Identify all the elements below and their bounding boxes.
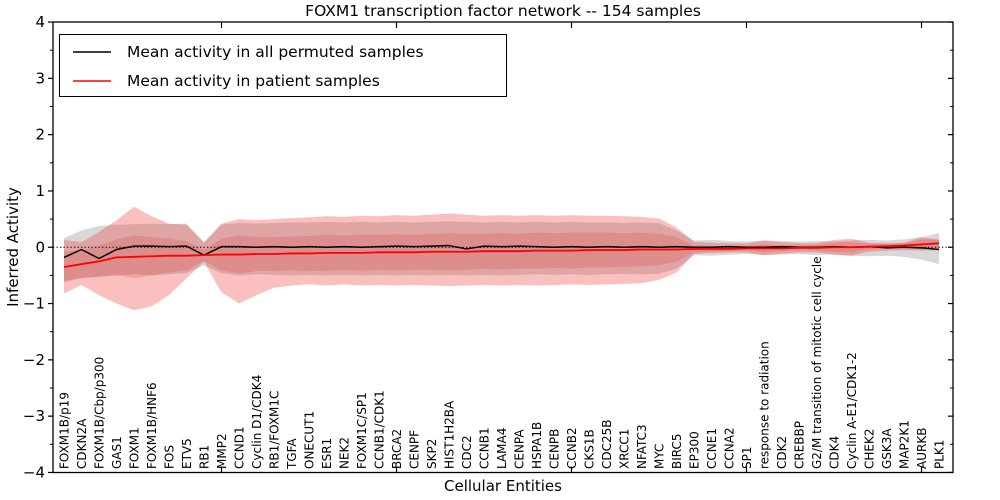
x-tick-label: CENPF [408,430,422,469]
x-tick-label: CDK4 [828,436,842,469]
y-tick-label: −4 [23,463,45,481]
x-tick-label: CDC25B [600,420,614,470]
x-tick-label: TGFA [285,438,299,470]
x-tick-label: ETV5 [180,438,194,469]
x-tick-label: RB1 [198,445,212,469]
x-tick-label: CKS1B [583,429,597,469]
band-patient-samples-inner [64,232,939,283]
y-tick-label: 0 [35,238,45,256]
legend-label-permuted: Mean activity in all permuted samples [127,42,424,61]
legend: Mean activity in all permuted samples Me… [59,34,507,97]
x-tick-label: CCNE1 [705,428,719,469]
x-tick-label: CCNB2 [565,427,579,469]
x-tick-label: BRCA2 [390,429,404,469]
x-tick-label: CDK2 [775,436,789,469]
x-tick-label: GAS1 [110,436,124,469]
x-tick-label: CENPA [513,429,527,469]
y-tick-label: 1 [35,182,45,200]
x-tick-label: MYC [653,444,667,469]
x-tick-label: Cyclin A-E1/CDK1-2 [845,352,859,469]
x-tick-label: CCND1 [233,426,247,469]
x-tick-label: CDC2 [460,435,474,469]
chart-title: FOXM1 transcription factor network -- 15… [305,2,701,20]
legend-line-patient-icon [73,79,111,82]
x-tick-label: MMP2 [215,433,229,469]
y-axis-label: Inferred Activity [4,187,22,307]
x-tick-label: Cyclin D1/CDK4 [250,375,264,469]
x-tick-label: ESR1 [320,438,334,469]
y-tick-label: 2 [35,126,45,144]
legend-item-patient: Mean activity in patient samples [60,66,506,95]
x-tick-label: MAP2K1 [898,420,912,469]
x-axis-label: Cellular Entities [444,477,562,495]
x-tick-label: BIRC5 [670,433,684,469]
x-tick-label: XRCC1 [618,429,632,469]
x-tick-label: RB1/FOXM1C [268,391,282,469]
x-tick-label: CENPB [548,429,562,469]
legend-line-permuted-icon [73,50,111,53]
y-tick-label: −3 [23,407,45,425]
y-tick-label: −1 [23,295,45,313]
y-tick-label: 4 [35,13,45,31]
mean-line-patient [63,242,940,268]
x-tick-label: FOXM1B/Cbp/p300 [93,357,107,469]
x-tick-label: FOXM1C/SP1 [355,392,369,469]
x-tick-label: NFATC3 [635,424,649,469]
x-tick-label: AURKB [915,428,929,469]
x-tick-label: CCNB1/CDK1 [373,390,387,469]
x-tick-label: HIST1H2BA [443,400,457,469]
x-tick-label: LAMA4 [495,428,509,469]
x-tick-label: FOS [163,445,177,469]
x-tick-label: NEK2 [338,437,352,469]
x-tick-label: CHEK2 [863,429,877,470]
x-tick-label: CCNB1 [478,427,492,469]
mean-line-permuted [63,244,940,260]
legend-label-patient: Mean activity in patient samples [127,71,380,90]
x-tick-label: CDKN2A [75,418,89,469]
band-patient-samples-outer [64,206,939,311]
x-tick-label: FOXM1 [128,427,142,469]
x-tick-label: EP300 [688,431,702,469]
x-tick-label: SKP2 [425,439,439,469]
x-tick-label: PLK1 [933,440,947,469]
x-tick-label: SP1 [740,447,754,470]
y-tick-label: −2 [23,351,45,369]
x-tick-label: G2/M transition of mitotic cell cycle [810,256,824,469]
x-tick-label: FOXM1B/p19 [58,392,72,469]
legend-item-permuted: Mean activity in all permuted samples [60,37,506,66]
x-tick-label: HSPA1B [530,422,544,469]
y-tick-label: 3 [35,69,45,87]
x-tick-label: FOXM1B/HNF6 [145,382,159,469]
x-tick-label: ONECUT1 [303,411,317,469]
x-tick-label: CCNA2 [723,427,737,469]
x-tick-label: CREBBP [793,421,807,469]
x-tick-label: response to radiation [758,341,772,469]
x-tick-label: GSK3A [880,428,894,469]
